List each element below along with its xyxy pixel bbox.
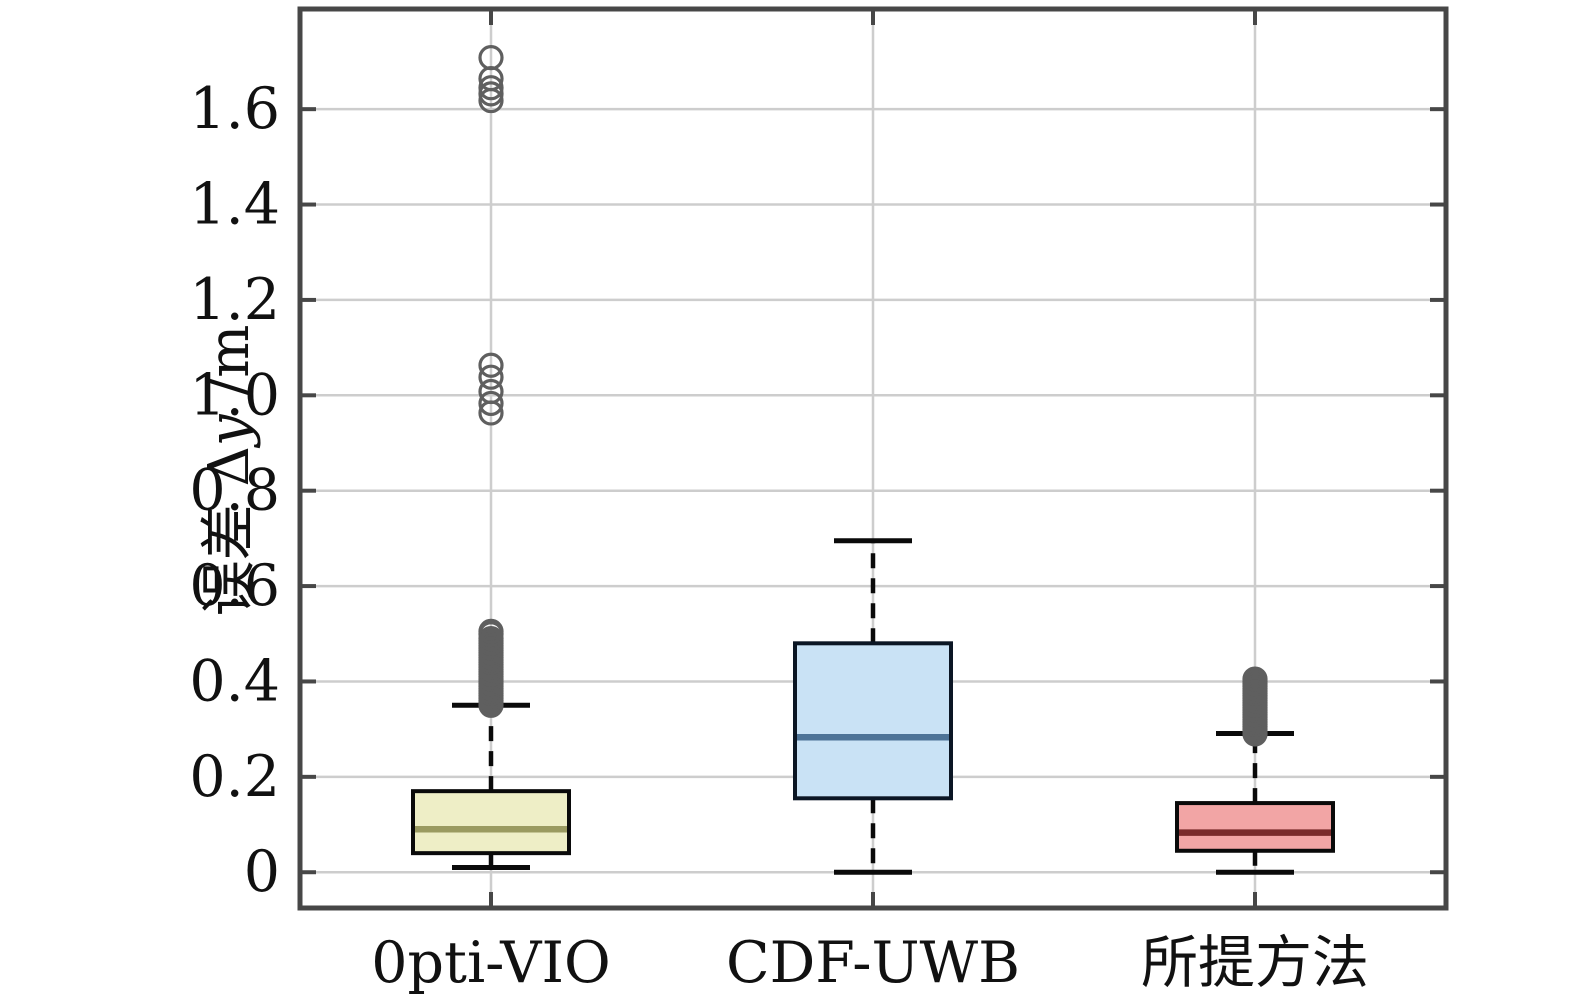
y-tick-label: 0.8: [189, 458, 280, 524]
y-tick-label: 0.6: [189, 553, 280, 619]
outlier-point: [478, 352, 504, 378]
outlier-point: [478, 378, 504, 405]
outlier-point: [478, 364, 504, 390]
y-tick-label: 0.2: [189, 744, 280, 810]
box-rect: [793, 641, 953, 801]
y-tick-label: 1.4: [189, 172, 280, 238]
x-category-label: CDF-UWB: [726, 930, 1020, 996]
box-group-3: [1175, 666, 1335, 875]
y-tick-label: 0.4: [189, 648, 280, 714]
y-tick-label: 1.2: [189, 267, 280, 333]
box-group-2: [793, 538, 953, 875]
y-tick-label: 1.6: [189, 76, 280, 142]
y-tick-label: 1.0: [189, 362, 280, 428]
y-axis-label: 误差 Δy /m: [197, 325, 262, 617]
outlier-point: [1242, 666, 1268, 692]
y-tick-label: 0: [244, 839, 280, 905]
box-rect: [411, 789, 571, 856]
outlier-point: [478, 75, 504, 101]
box-rect: [1175, 801, 1335, 853]
outlier-point: [478, 45, 504, 71]
outlier-point: [478, 81, 504, 107]
outlier-point: [478, 390, 504, 417]
box-group-1: [411, 45, 571, 870]
x-category-label: 0pti-VIO: [371, 930, 610, 996]
x-category-label: 所提方法: [1141, 930, 1369, 996]
outlier-point: [478, 618, 504, 644]
